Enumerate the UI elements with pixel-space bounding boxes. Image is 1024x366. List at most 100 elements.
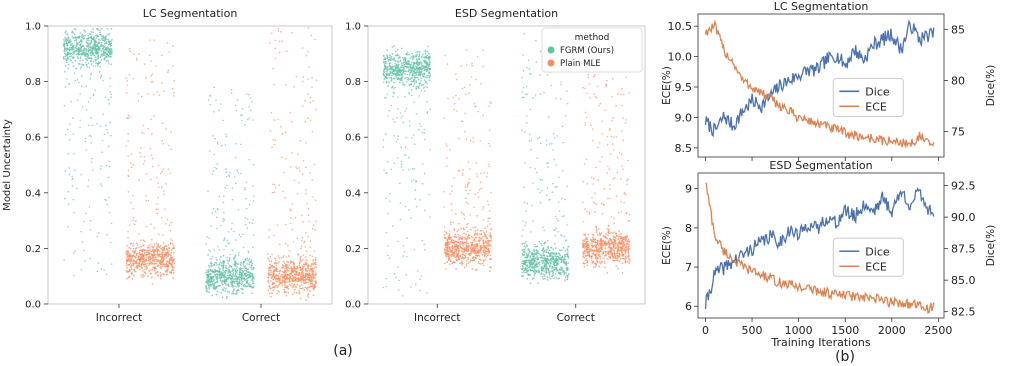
data-point — [78, 41, 81, 44]
data-point — [271, 292, 273, 294]
data-point — [96, 35, 99, 38]
data-point — [315, 256, 317, 259]
data-point — [411, 77, 413, 79]
data-point — [275, 284, 278, 287]
data-point — [170, 262, 173, 265]
data-point — [457, 169, 460, 172]
data-point — [428, 59, 430, 61]
data-point — [236, 272, 238, 275]
data-point — [522, 267, 524, 270]
data-point — [135, 262, 138, 265]
data-point — [156, 274, 159, 277]
data-point — [135, 266, 138, 268]
data-point — [71, 185, 74, 187]
data-point — [81, 241, 84, 243]
data-point — [523, 242, 526, 244]
data-point — [421, 67, 424, 70]
data-point — [479, 245, 481, 247]
data-point — [472, 226, 475, 229]
data-point — [219, 103, 222, 105]
data-point — [529, 263, 532, 266]
data-point — [529, 256, 531, 259]
data-point — [560, 257, 563, 260]
data-point — [143, 160, 146, 162]
data-point — [461, 240, 464, 243]
data-point — [132, 268, 135, 271]
data-point — [153, 253, 155, 255]
x-tick-label: Incorrect — [96, 312, 143, 324]
data-point — [426, 65, 428, 68]
data-point — [160, 273, 162, 276]
data-point — [281, 264, 284, 266]
data-point — [159, 246, 161, 248]
data-point — [403, 66, 405, 69]
data-point — [87, 45, 90, 48]
data-point — [308, 277, 310, 279]
data-point — [208, 287, 211, 290]
data-point — [301, 47, 304, 49]
data-point — [385, 70, 388, 73]
data-point — [388, 81, 390, 84]
data-point — [412, 64, 414, 67]
data-point — [79, 126, 81, 129]
data-point — [525, 269, 527, 271]
data-point — [314, 199, 317, 201]
data-point — [475, 257, 478, 259]
data-point — [423, 132, 426, 134]
data-point — [73, 53, 75, 55]
data-point — [291, 152, 293, 154]
data-point — [412, 61, 415, 64]
data-point — [138, 246, 140, 249]
data-point — [399, 182, 401, 185]
data-point — [239, 269, 241, 272]
data-point — [559, 83, 562, 86]
data-point — [94, 49, 97, 52]
data-point — [415, 51, 417, 54]
data-point — [155, 260, 158, 263]
data-point — [79, 93, 81, 95]
data-point — [566, 248, 569, 250]
data-point — [136, 258, 138, 261]
data-point — [219, 268, 221, 270]
data-point — [400, 62, 403, 65]
data-point — [531, 204, 533, 207]
data-point — [137, 262, 140, 264]
data-point — [87, 53, 89, 55]
data-point — [480, 252, 482, 254]
data-point — [396, 71, 398, 74]
data-point — [302, 76, 305, 78]
data-point — [88, 135, 91, 137]
x-tick-label: Correct — [557, 312, 595, 324]
data-point — [274, 269, 277, 272]
data-point — [534, 168, 536, 170]
data-point — [312, 277, 315, 280]
data-point — [234, 264, 237, 267]
data-point — [540, 273, 542, 275]
data-point — [223, 282, 226, 284]
data-point — [110, 134, 112, 137]
data-point — [607, 228, 610, 231]
data-point — [397, 135, 399, 137]
data-point — [549, 259, 552, 261]
data-point — [452, 252, 454, 255]
data-point — [267, 273, 270, 275]
data-point — [465, 138, 468, 140]
data-point — [213, 288, 216, 291]
data-point — [481, 236, 484, 238]
data-point — [407, 169, 410, 171]
data-point — [95, 37, 98, 39]
data-point — [536, 258, 539, 261]
data-point — [423, 79, 426, 82]
data-point — [483, 248, 485, 250]
data-point — [208, 286, 210, 289]
data-point — [107, 38, 109, 41]
data-point — [249, 203, 251, 206]
data-point — [554, 272, 557, 275]
data-point — [469, 241, 472, 244]
data-point — [170, 271, 173, 274]
data-point — [535, 252, 538, 254]
data-point — [228, 276, 231, 279]
data-point — [231, 198, 234, 201]
data-point — [314, 38, 316, 41]
data-point — [161, 257, 163, 260]
